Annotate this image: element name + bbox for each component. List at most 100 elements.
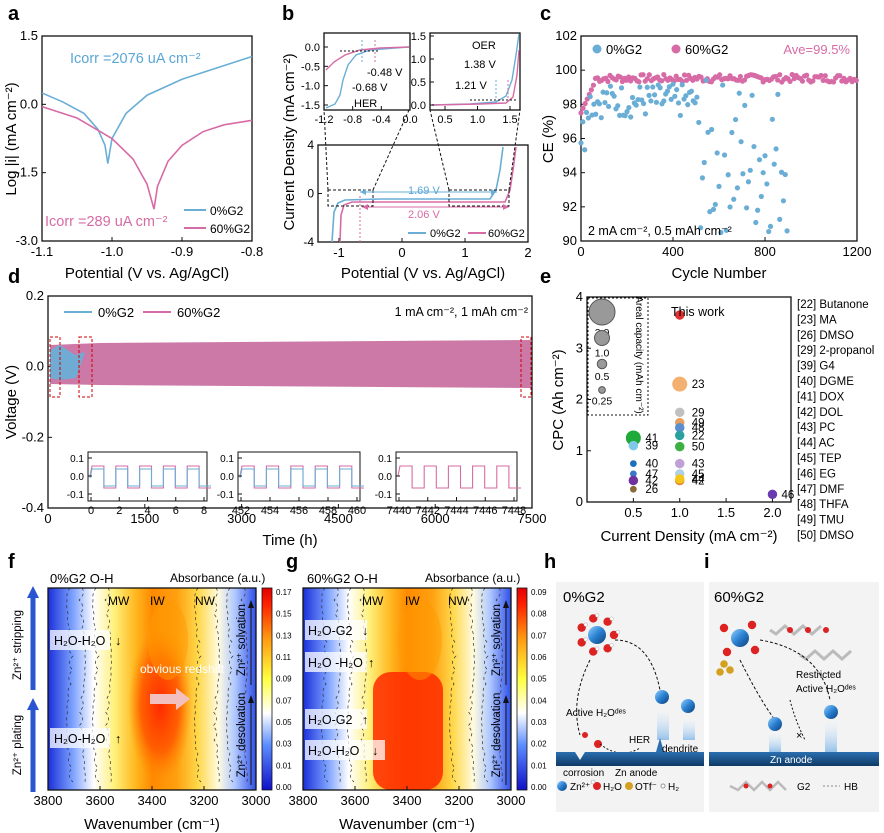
point-0g2 [767, 223, 774, 229]
ticks-b: -1 0 1 2 -4 0 4 [303, 138, 531, 260]
d-inset-1-xtick-label: 458 [319, 505, 337, 517]
point-0g2 [646, 92, 652, 98]
b-ytick-label: 0 [307, 187, 314, 201]
g2-oxygen [823, 627, 829, 633]
point-0g2 [699, 175, 706, 181]
point-label-26: 26 [645, 484, 658, 496]
point-label-41: 41 [645, 433, 658, 445]
point-0g2 [720, 82, 726, 88]
d-inset-1-ytick-label: -0.1 [217, 490, 235, 501]
point-0g2 [769, 116, 775, 122]
reference-item: [42] DOL [797, 407, 844, 419]
c-ytick-label: 90 [563, 233, 577, 248]
solvation-arrowhead-g [503, 600, 509, 608]
point-60g2 [659, 78, 665, 84]
point-0g2 [657, 85, 663, 91]
oer-xtick-label: 0.5 [437, 114, 452, 126]
f-contour [92, 587, 100, 783]
e-xtick-label: 1.0 [671, 505, 689, 520]
scatter-points-c [578, 71, 859, 236]
reference-item: [48] THFA [797, 499, 849, 511]
g-contour [449, 587, 457, 783]
point-label-39: 39 [645, 441, 658, 453]
inset-d-wave-1-1 [239, 468, 364, 487]
g-colorbar-tick: 0.01 [531, 761, 547, 770]
point-60g2 [777, 72, 783, 78]
path-i-1 [739, 659, 776, 721]
point-60g2 [822, 73, 828, 79]
point-0g2 [705, 129, 711, 135]
f-colorbar-tick: 0.01 [276, 761, 292, 770]
c-xtick-label: 400 [662, 244, 684, 259]
label-f-1: H₂O-H₂O [54, 634, 106, 648]
point-60g2 [605, 78, 611, 85]
point-ref-40 [629, 460, 637, 467]
point-0g2 [624, 109, 630, 115]
point-0g2 [604, 90, 610, 96]
beam-i-1 [769, 733, 781, 752]
point-label-49: 49 [692, 418, 705, 430]
e-xtick-label: 1.5 [717, 505, 735, 520]
her-xtick-label: -1.2 [315, 114, 334, 126]
zn-ion-i [731, 629, 749, 647]
reference-item: [44] AC [797, 438, 835, 450]
blocked-path [789, 699, 806, 741]
legend-water-h-icon [590, 779, 596, 785]
c-ytick-label: 94 [563, 165, 577, 180]
label-bg-g-3 [305, 709, 367, 729]
point-label-47: 47 [645, 469, 658, 481]
point-0g2 [694, 94, 700, 100]
g2-molecule [769, 623, 822, 637]
reference-item: [43] PC [797, 422, 835, 434]
beam-h-1 [657, 710, 669, 740]
point-60g2 [787, 78, 793, 85]
point-0g2 [709, 126, 715, 133]
point-this-work [674, 310, 685, 320]
f-xtick-label: 3400 [138, 793, 167, 808]
c-ytick-label: 98 [563, 96, 577, 111]
f-colorbar-tick: 0.00 [276, 783, 292, 792]
point-label-42: 42 [645, 475, 658, 487]
her-ytick-label: -0.5 [301, 61, 320, 73]
zoom-box-d-3 [520, 336, 532, 398]
point-label-40: 40 [645, 459, 658, 471]
point-60g2 [681, 72, 688, 78]
corrosion-label: corrosion [563, 768, 604, 779]
point-0g2 [580, 119, 586, 125]
point-0g2 [773, 146, 779, 152]
g-colorbar-tick: 0.03 [531, 718, 547, 727]
point-0g2 [688, 88, 695, 94]
point-60g2 [737, 73, 743, 80]
point-label-48: 48 [692, 423, 705, 435]
point-0g2 [615, 103, 621, 109]
x-axis-label-a: Potential (V vs. Ag/AgCl) [65, 265, 229, 282]
inset-her-line-0g2 [325, 46, 410, 109]
point-0g2 [712, 201, 718, 208]
label-bg-g-1 [305, 620, 367, 640]
size-legend-title: Areal capacity (mAh cm⁻²) [633, 296, 644, 414]
heatmap-g-hotspot [373, 672, 443, 790]
inset-d-frame-0 [87, 451, 208, 502]
legend-h2-icon [660, 783, 666, 789]
d-xtick-label: 0 [44, 511, 51, 526]
f-xtick-label: 3800 [34, 793, 63, 808]
point-0g2 [670, 81, 676, 87]
legend-hb-label: HB [844, 782, 858, 793]
inset-her-v1: -0.48 V [367, 67, 403, 79]
inset-her-ticks: -1.2 -0.8 -0.4 0.0 0.0 -0.5 -1.0 -1.5 [301, 42, 418, 126]
average-ce-label: Ave=99.5% [783, 42, 850, 57]
otf-molecule [726, 666, 734, 674]
g-colorbar-tick: 0.00 [531, 783, 547, 792]
panel-g: g 3800 3600 3400 3200 3000 0.09 0.08 0.07 0.06 0.… [286, 551, 547, 833]
point-0g2 [617, 112, 623, 118]
series-line-60g2-a [41, 105, 253, 210]
d-inset-2-ytick-label: -0.1 [375, 490, 393, 501]
g-colorbar-tick: 0.05 [531, 675, 547, 684]
gap-label-pink: 2.06 V [408, 209, 440, 221]
water-molecule [609, 630, 619, 640]
f-xtick-label: 3000 [242, 793, 271, 808]
band-nw-f: NW [195, 594, 216, 608]
c-xtick-label: 1200 [843, 244, 872, 259]
